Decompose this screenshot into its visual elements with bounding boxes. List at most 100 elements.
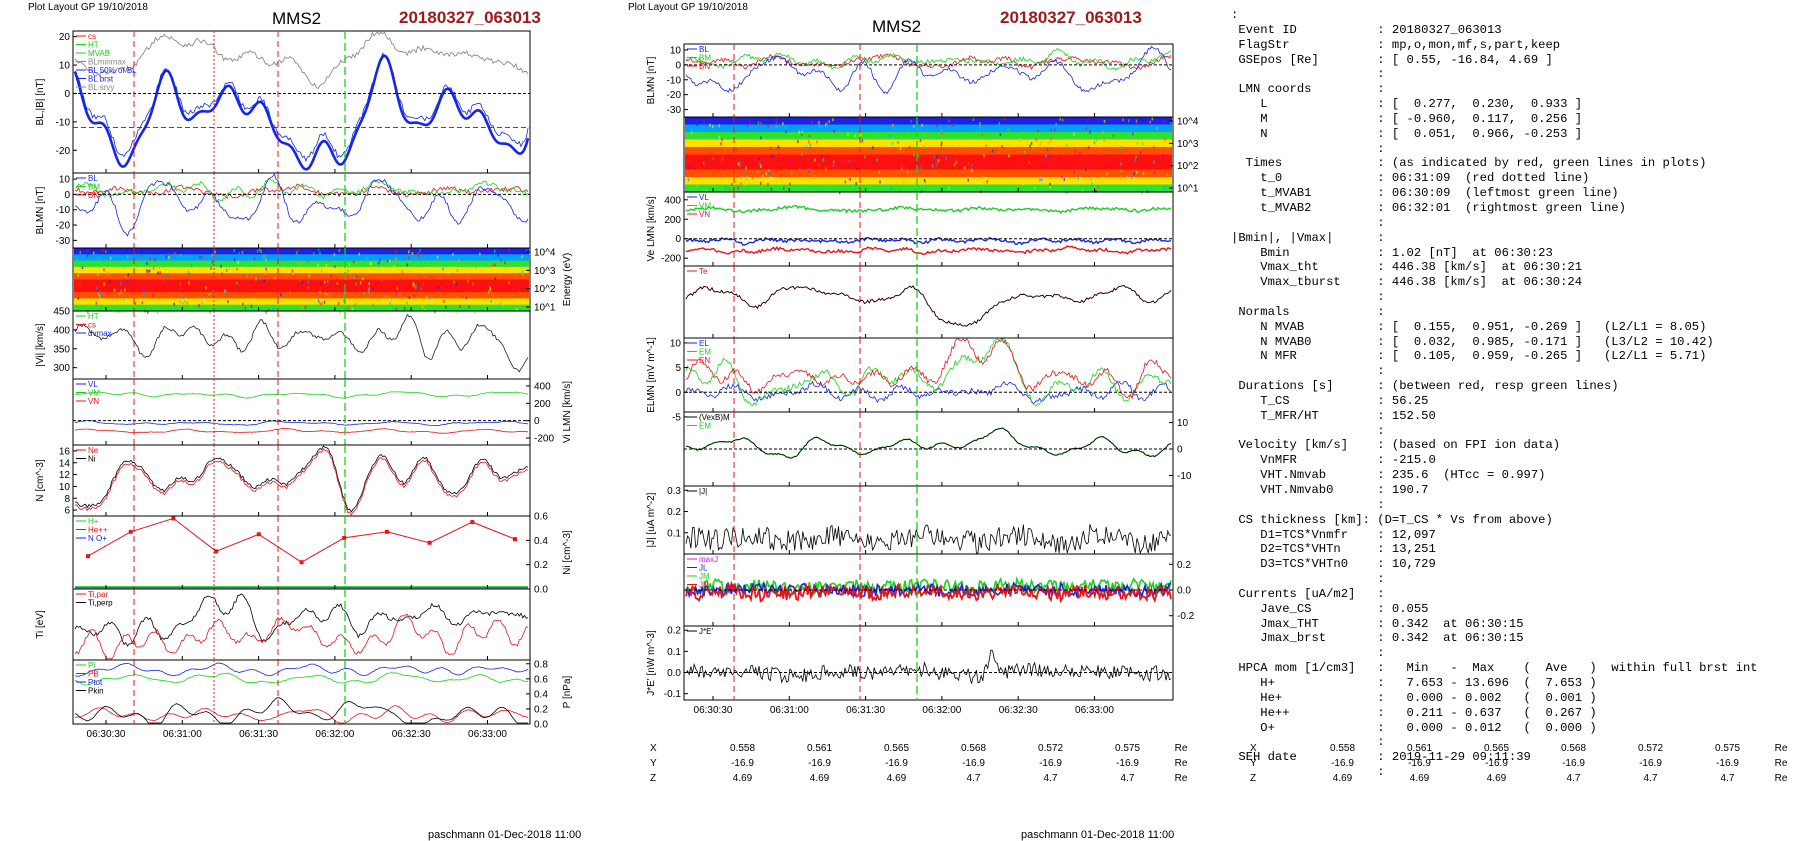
heatmap-cell	[207, 257, 209, 261]
info-line: Event ID : 20180327_063013	[1231, 22, 1502, 37]
info-line: D2=TCS*VHTn : 13,251	[1231, 542, 1436, 557]
heatmap-cell	[263, 255, 265, 258]
heatmap-cell	[811, 120, 813, 124]
heatmap-cell	[349, 271, 351, 275]
ephemeris-value: 4.69	[1409, 773, 1430, 784]
heatmap-cell	[173, 252, 176, 256]
heatmap-cell	[505, 250, 508, 254]
heatmap-cell	[188, 282, 191, 286]
ephemeris-row: Y -16.9 -16.9 -16.9 -16.9 -16.9 -16.9 Re	[650, 756, 1196, 771]
legend-label: MVAB	[88, 49, 110, 58]
heatmap-band	[685, 162, 1172, 171]
heatmap-cell	[878, 170, 881, 174]
heatmap-cell	[967, 178, 969, 182]
heatmap-cell	[151, 257, 154, 261]
heatmap-cell	[412, 284, 415, 288]
legend-label: EN	[699, 356, 710, 365]
heatmap-cell	[432, 305, 435, 309]
legend-label: VN	[699, 210, 710, 219]
heatmap-cell	[775, 121, 778, 124]
legend-label: J*E'	[699, 627, 713, 636]
panel-frame	[683, 485, 1174, 555]
heatmap-band	[685, 132, 1172, 141]
heatmap-cell	[387, 296, 389, 300]
heatmap-cell	[864, 155, 866, 159]
ephemeris-value: 0.565	[1483, 743, 1510, 754]
info-line: N MVAB : [ 0.155, 0.951, -0.269 ] (L2/L1…	[1231, 319, 1707, 334]
heatmap-cell	[379, 258, 381, 262]
heatmap-cell	[358, 267, 360, 271]
info-line: VHT.Nmvab0 : 190.7	[1231, 483, 1429, 497]
heatmap-cell	[272, 308, 274, 311]
heatmap-cell	[1157, 131, 1159, 135]
heatmap-cell	[233, 249, 236, 253]
heatmap-cell	[822, 158, 824, 162]
heatmap-cell	[738, 163, 741, 167]
heatmap-cell	[801, 130, 803, 134]
y-tick-label: 200	[534, 399, 551, 410]
ephemeris-label: Y	[1250, 758, 1257, 769]
info-line: :	[1231, 735, 1385, 750]
heatmap-cell	[978, 125, 981, 128]
heatmap-cell	[152, 266, 155, 270]
ephemeris-value: -16.9	[1562, 758, 1585, 769]
legend-label: BM	[699, 54, 711, 63]
y-tick-label: 0.4	[534, 536, 548, 547]
heatmap-cell	[119, 281, 122, 285]
heatmap-cell	[1120, 176, 1122, 180]
heatmap-cell	[945, 156, 947, 160]
heatmap-cell	[313, 252, 315, 256]
heatmap-cell	[986, 180, 988, 184]
heatmap-cell	[767, 183, 769, 186]
heatmap-cell	[336, 281, 339, 285]
heatmap-cell	[930, 158, 932, 162]
heatmap-cell	[334, 265, 336, 268]
ephemeris-unit: Re	[1774, 743, 1788, 754]
y-tick-label: 10	[1177, 418, 1189, 429]
heatmap-cell	[327, 292, 329, 296]
heatmap-cell	[343, 299, 345, 303]
heatmap-cell	[739, 161, 742, 165]
heatmap-cell	[522, 270, 524, 273]
heatmap-band	[685, 154, 1172, 163]
panel-frame	[683, 43, 1174, 118]
x-tick-label: 06:31:00	[770, 705, 809, 716]
heatmap-cell	[876, 158, 878, 162]
heatmap-cell	[103, 282, 105, 286]
data-point	[342, 535, 347, 540]
heatmap-cell	[253, 297, 255, 301]
panel-frame	[72, 172, 531, 249]
heatmap-cell	[320, 269, 323, 273]
heatmap-cell	[777, 145, 780, 149]
heatmap-cell	[906, 170, 909, 174]
y-tick-label: 10^1	[534, 303, 556, 314]
y-tick-label: -10	[1177, 471, 1192, 482]
heatmap-cell	[88, 303, 90, 307]
legend-label: BL 50% of BL	[88, 66, 137, 75]
heatmap-cell	[498, 283, 500, 287]
heatmap-cell	[324, 280, 326, 284]
heatmap-cell	[785, 130, 787, 134]
heatmap-cell	[96, 286, 98, 290]
heatmap-cell	[123, 265, 125, 269]
heatmap-cell	[1032, 146, 1034, 150]
heatmap-cell	[985, 132, 988, 135]
ephemeris-row: Z 4.69 4.69 4.69 4.7 4.7 4.7 Re	[1250, 771, 1796, 786]
info-line: :	[1231, 364, 1385, 379]
heatmap-cell	[1162, 153, 1164, 157]
heatmap-cell	[179, 253, 182, 257]
y-tick-label: 12	[59, 470, 71, 481]
panel-mid-9: 0.2 0.1 0.0 -0.1 J*E' [nW m^-3] J*E'	[646, 625, 1174, 701]
heatmap-cell	[257, 275, 259, 279]
heatmap-cell	[1029, 144, 1031, 148]
heatmap-cell	[844, 180, 847, 184]
heatmap-cell	[939, 168, 942, 172]
heatmap-cell	[1073, 132, 1075, 136]
heatmap-cell	[236, 267, 238, 271]
heatmap-cell	[224, 289, 227, 293]
ephemeris-value: 0.568	[960, 743, 987, 754]
info-line: T_MFR/HT : 152.50	[1231, 408, 1436, 423]
heatmap-cell	[101, 248, 104, 252]
info-line: Velocity [km/s] : (based on FPI ion data…	[1231, 438, 1561, 453]
heatmap-cell	[389, 301, 391, 305]
